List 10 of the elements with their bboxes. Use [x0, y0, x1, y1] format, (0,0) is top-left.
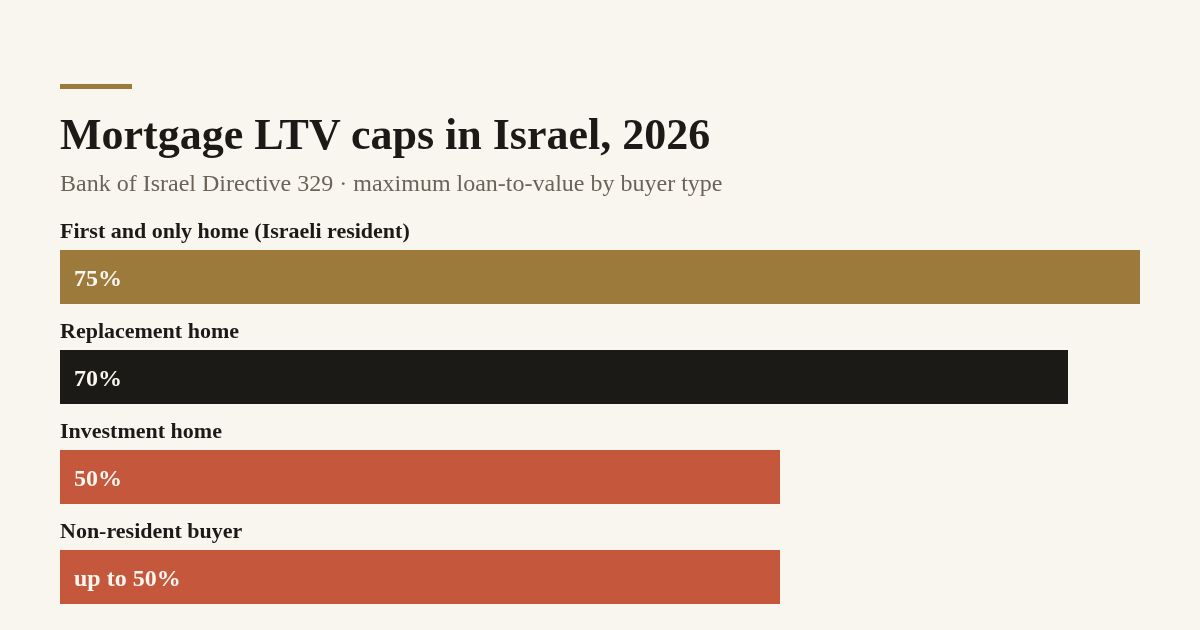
data-label: 50%: [74, 465, 122, 491]
y-tick-label: First and only home (Israeli resident): [60, 218, 410, 243]
data-label: 70%: [74, 365, 122, 391]
y-tick-label: Investment home: [60, 418, 223, 443]
y-tick-label: Replacement home: [60, 318, 240, 343]
chart-subtitle: Bank of Israel Directive 329 · maximum loan-to-value by buyer type: [60, 169, 723, 198]
data-label: 75%: [74, 265, 122, 291]
data-label: up to 50%: [74, 565, 181, 591]
chart-title: Mortgage LTV caps in Israel, 2026: [60, 109, 711, 161]
y-tick-label: Non-resident buyer: [60, 518, 243, 543]
